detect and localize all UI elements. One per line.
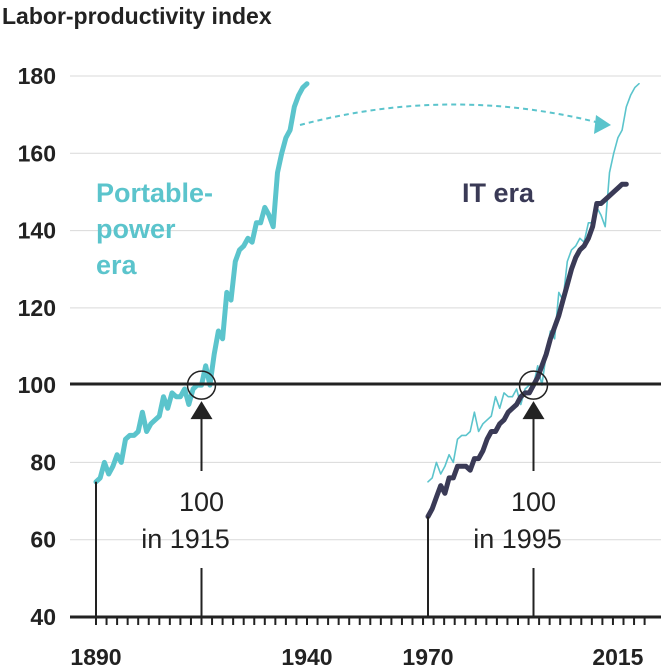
shift-arrow-head <box>594 115 611 134</box>
base-year-marker <box>186 370 217 400</box>
x-tick-label: 1940 <box>281 644 332 670</box>
era-labels: Portable-power era IT era <box>96 178 535 280</box>
y-tick-label: 140 <box>18 218 56 244</box>
x-tick-label: 1890 <box>70 644 121 670</box>
base-year-marker <box>518 370 549 400</box>
y-tick-label: 40 <box>30 604 56 630</box>
era-label-portable-power: power <box>96 214 176 244</box>
x-tick-label: 1970 <box>402 644 453 670</box>
annotation-arrow-head <box>522 401 545 420</box>
shift-arrow <box>299 103 601 126</box>
series-line <box>425 181 629 519</box>
x-tick-label: 2015 <box>592 644 643 670</box>
gridlines <box>70 75 661 541</box>
era-label-it: IT era <box>462 178 535 208</box>
y-tick-label: 120 <box>18 295 56 321</box>
y-tick-label: 180 <box>18 63 56 89</box>
annotations: 100 in 1915 100 in 1995 <box>141 370 562 617</box>
annotation-value: 100 <box>511 487 556 517</box>
y-axis: 180 160 140 120 100 80 60 40 <box>18 63 56 630</box>
chart-title: Labor-productivity index <box>2 3 272 29</box>
annotation-year: in 1915 <box>141 524 230 554</box>
y-tick-label: 80 <box>30 449 56 475</box>
y-tick-label: 160 <box>18 140 56 166</box>
annotation-year: in 1995 <box>473 524 562 554</box>
y-tick-label: 100 <box>18 372 56 398</box>
x-axis: 1890 1940 1970 2015 <box>70 615 661 670</box>
era-label-portable-power: Portable- <box>96 178 213 208</box>
y-tick-label: 60 <box>30 527 56 553</box>
era-label-portable-power: era <box>96 250 138 280</box>
annotation-arrow-head <box>190 401 213 420</box>
annotation-value: 100 <box>179 487 224 517</box>
